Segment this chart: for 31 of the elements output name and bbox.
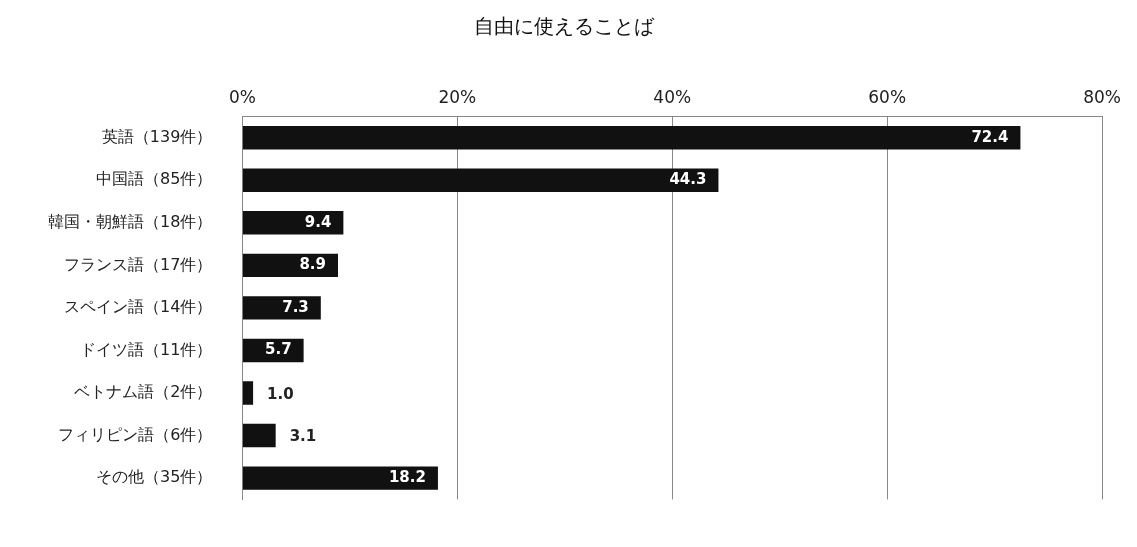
data-label: 44.3 [669, 170, 707, 189]
y-tick-label: ベトナム語（2件） [74, 382, 213, 402]
data-label: 1.0 [267, 384, 294, 403]
x-tick-label: 40% [653, 86, 692, 107]
bar [242, 466, 438, 490]
y-tick-label: 韓国・朝鮮語（18件） [48, 211, 213, 231]
bar [242, 423, 276, 448]
bar [242, 211, 344, 235]
y-tick-label: フィリピン語（6件） [58, 424, 213, 444]
data-label: 18.2 [388, 468, 426, 487]
bar [242, 381, 254, 405]
y-tick-label: 中国語（85件） [96, 169, 213, 189]
x-tick-label: 80% [1083, 86, 1122, 107]
x-tick-label: 20% [438, 86, 477, 107]
y-tick-label: ドイツ語（11件） [80, 339, 213, 359]
y-tick-label: スペイン語（14件） [64, 297, 213, 317]
x-tick-label: 0% [228, 86, 256, 107]
y-tick-label: 英語（139件） [101, 126, 213, 146]
y-tick-label: フランス語（17件） [64, 254, 213, 274]
data-label: 8.9 [299, 255, 327, 274]
data-label: 3.1 [289, 427, 317, 446]
bar [242, 125, 1021, 150]
data-label: 72.4 [971, 127, 1009, 146]
bar [242, 168, 719, 192]
bar [242, 296, 321, 320]
x-tick-label: 60% [868, 86, 907, 107]
chart-title: 自由に使えることば [473, 14, 655, 39]
data-label: 5.7 [265, 340, 292, 359]
data-label: 9.4 [304, 212, 332, 231]
y-tick-label: その他（35件） [96, 467, 213, 487]
data-label: 7.3 [282, 297, 309, 316]
